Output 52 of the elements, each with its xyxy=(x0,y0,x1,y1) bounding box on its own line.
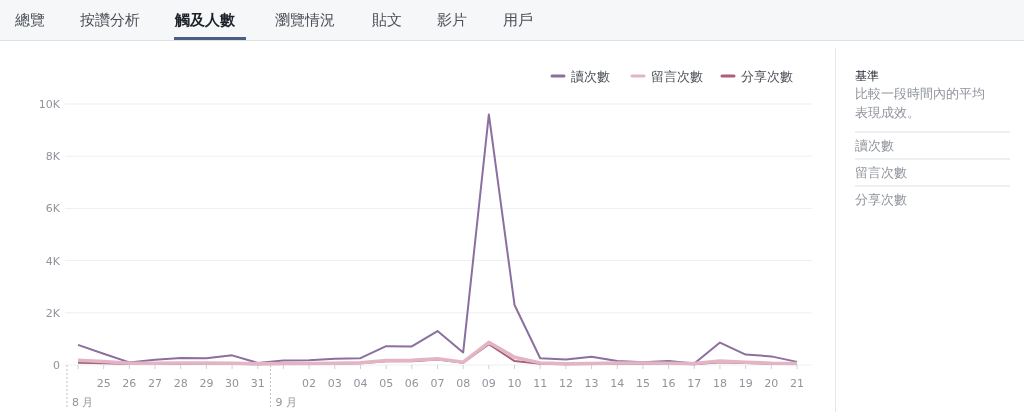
x-tick-label: 05 xyxy=(379,377,394,390)
x-tick-label: 31 xyxy=(250,377,265,390)
y-tick-label: 0 xyxy=(53,359,60,372)
x-tick-label: 03 xyxy=(327,377,342,390)
x-tick-label: 27 xyxy=(148,377,163,390)
legend-label: 分享次數 xyxy=(741,69,793,84)
y-tick-label: 2K xyxy=(45,306,61,320)
text: 用戶 xyxy=(503,11,533,29)
y-tick-label: 6K xyxy=(45,202,61,216)
text: 讀次數 xyxy=(855,138,894,153)
x-tick-label: 18 xyxy=(712,377,727,390)
text: 留言次數 xyxy=(855,165,907,180)
x-tick-label: 06 xyxy=(404,377,419,390)
x-tick-label: 28 xyxy=(173,377,188,390)
x-tick-label: 11 xyxy=(533,377,548,390)
text: 分享次數 xyxy=(855,192,907,207)
text: 影片 xyxy=(437,11,467,29)
text: 8 月 xyxy=(72,396,94,409)
text: 貼文 xyxy=(372,11,402,29)
y-tick-label: 10K xyxy=(38,98,61,111)
legend-label: 留言次數 xyxy=(651,69,703,84)
line-series xyxy=(77,113,798,365)
legend-label: 讀次數 xyxy=(571,69,610,84)
text: 瀏覽情況 xyxy=(275,11,335,29)
y-tick-label: 8K xyxy=(45,150,61,164)
x-tick-label: 12 xyxy=(558,377,573,390)
x-tick-label: 15 xyxy=(635,377,650,390)
text: 基準 xyxy=(855,69,879,83)
text: 觸及人數 xyxy=(174,11,236,29)
x-tick-label: 08 xyxy=(456,377,471,390)
text: 表現成效。 xyxy=(855,105,920,120)
x-tick-label: 30 xyxy=(225,377,240,390)
x-tick-label: 10 xyxy=(507,377,522,390)
x-tick-label: 21 xyxy=(790,377,804,390)
x-tick-label: 09 xyxy=(481,377,496,390)
x-tick-label: 25 xyxy=(96,377,111,390)
x-tick-label: 02 xyxy=(302,377,317,390)
x-tick-label: 26 xyxy=(122,377,137,390)
x-tick-label: 07 xyxy=(430,377,445,390)
text: 比較一段時間內的平均 xyxy=(855,86,985,101)
text: 按讚分析 xyxy=(80,11,140,29)
x-tick-label: 04 xyxy=(353,377,368,390)
x-tick-label: 17 xyxy=(687,377,702,390)
x-tick-label: 20 xyxy=(764,377,779,390)
x-tick-label: 13 xyxy=(584,377,599,390)
x-tick-label: 14 xyxy=(610,377,625,390)
text: 總覽 xyxy=(14,11,45,29)
y-tick-label: 4K xyxy=(45,254,61,268)
x-tick-label: 29 xyxy=(199,377,214,390)
x-tick-label: 19 xyxy=(738,377,753,390)
text: 9 月 xyxy=(275,396,297,409)
x-tick-label: 16 xyxy=(661,377,676,390)
